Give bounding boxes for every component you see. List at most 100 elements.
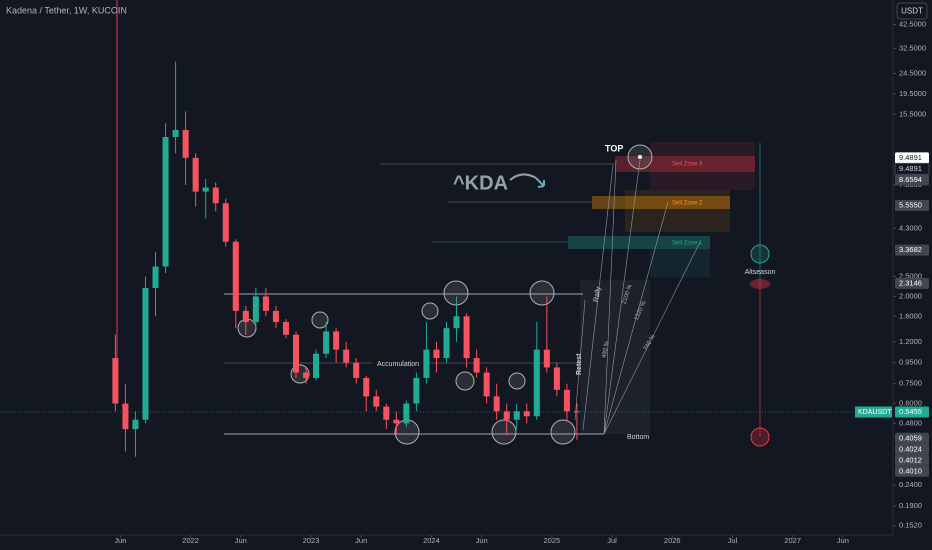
rally-label: Rally [593, 286, 603, 303]
zone-box [650, 249, 710, 277]
price-tag-label: 8.6594 [899, 175, 922, 184]
zone-box [568, 236, 710, 249]
zone-label: Sell Zone 3 [672, 162, 703, 168]
zone-box [625, 190, 730, 232]
candle-body [373, 396, 380, 407]
candle-body [383, 406, 390, 420]
candle-body [202, 187, 209, 192]
candle-body [533, 349, 540, 417]
top-dot [638, 155, 642, 159]
candle-body [343, 349, 350, 363]
candle-body [463, 316, 470, 359]
candle-body [303, 372, 310, 378]
candle-body [192, 157, 199, 192]
fan [574, 159, 701, 435]
y-tick-label: 24.5000 [899, 69, 926, 78]
y-tick-label: 0.4800 [899, 418, 922, 427]
candle-body [453, 316, 460, 329]
zone-label: Sell Zone 2 [672, 201, 703, 207]
currency[interactable]: USDT [901, 7, 923, 16]
candle-body [563, 389, 570, 412]
pivot-circles [237, 280, 576, 445]
y-tick-label: 0.1900 [899, 501, 922, 510]
candle-body [513, 411, 520, 420]
candle-body [353, 362, 360, 378]
price-tag [895, 174, 929, 186]
symbol-arrow [535, 177, 545, 188]
currency-button[interactable] [896, 2, 928, 20]
candle-body [363, 377, 370, 397]
candle-body [323, 331, 330, 354]
x-tick-label: 2027 [784, 536, 801, 545]
price-tag [895, 454, 929, 466]
candle-body [232, 241, 239, 311]
x-tick-label: 2025 [544, 536, 561, 545]
zone-box [592, 196, 730, 209]
y-tick-label: 0.7500 [899, 379, 922, 388]
zone-box [615, 156, 755, 172]
price-tag [895, 432, 929, 444]
x-tick-label: 2024 [423, 536, 440, 545]
price-tag [895, 200, 929, 212]
candle-body [523, 411, 530, 417]
candle-body [212, 187, 219, 204]
candle-body [483, 372, 490, 397]
candles [112, 61, 580, 457]
candle-body [493, 396, 500, 412]
x-tick-label: Jun [114, 536, 126, 545]
candle-body [222, 203, 229, 242]
y-tick-label: 0.9500 [899, 358, 922, 367]
candle-body [503, 411, 510, 420]
candle-body [443, 328, 450, 359]
candle-body [413, 377, 420, 404]
candle-body [152, 266, 159, 288]
price-tag-label: 5.5550 [899, 201, 922, 210]
altseason-marker [750, 279, 770, 289]
candle-body [272, 310, 279, 323]
y-tick-label: 2.0000 [899, 291, 922, 300]
candle-body [172, 129, 179, 138]
accumulation-label: Accumulation [377, 361, 419, 368]
candle-body [433, 349, 440, 359]
zone-label: Sell Zone 1 [672, 241, 703, 247]
x-tick-label: Jul [607, 536, 617, 545]
y-tick-label: 0.1520 [899, 521, 922, 530]
candle-body [333, 331, 340, 350]
price-tag-label: 0.5455 [899, 407, 922, 416]
candle-body [122, 403, 129, 430]
candle-body [313, 353, 320, 378]
price-tag-label: 9.4891 [899, 153, 922, 162]
price-tag-label: 0.4024 [899, 444, 922, 453]
symbol-tag [855, 406, 892, 418]
x-tick-label: Jul [728, 536, 738, 545]
top-label: TOP [605, 143, 623, 153]
fan-label: 490 % [602, 340, 611, 358]
price-tag-label: 0.4059 [899, 433, 922, 442]
price-tag [895, 152, 929, 164]
candle-body [292, 334, 300, 373]
price-tag [895, 406, 929, 418]
price-tag [895, 277, 929, 289]
altseason-circle [750, 244, 770, 264]
zone-box [650, 142, 755, 190]
altseason-label: Altseason [745, 269, 776, 276]
candle-body [252, 296, 259, 323]
candle-body [142, 287, 149, 420]
x-tick-label: 2026 [664, 536, 681, 545]
y-tick-label: 2.5000 [899, 272, 922, 281]
x-tick-label: Jun [235, 536, 247, 545]
price-tag-label: 2.3146 [899, 278, 922, 287]
candle-body [112, 358, 119, 404]
y-tick-label: 42.5000 [899, 20, 926, 29]
chart-title: Kadena / Tether, 1W, KUCOIN [6, 5, 127, 15]
price-tag-label: 3.3682 [899, 245, 922, 254]
candle-body [543, 349, 550, 368]
candle-body [262, 296, 269, 311]
symbol-tag-label: KDAUSDT [858, 409, 892, 416]
candle-body [282, 322, 289, 335]
y-tick-label: 1.6000 [899, 311, 922, 320]
candle-body [182, 129, 189, 158]
y-tick-label: 15.5000 [899, 109, 926, 118]
